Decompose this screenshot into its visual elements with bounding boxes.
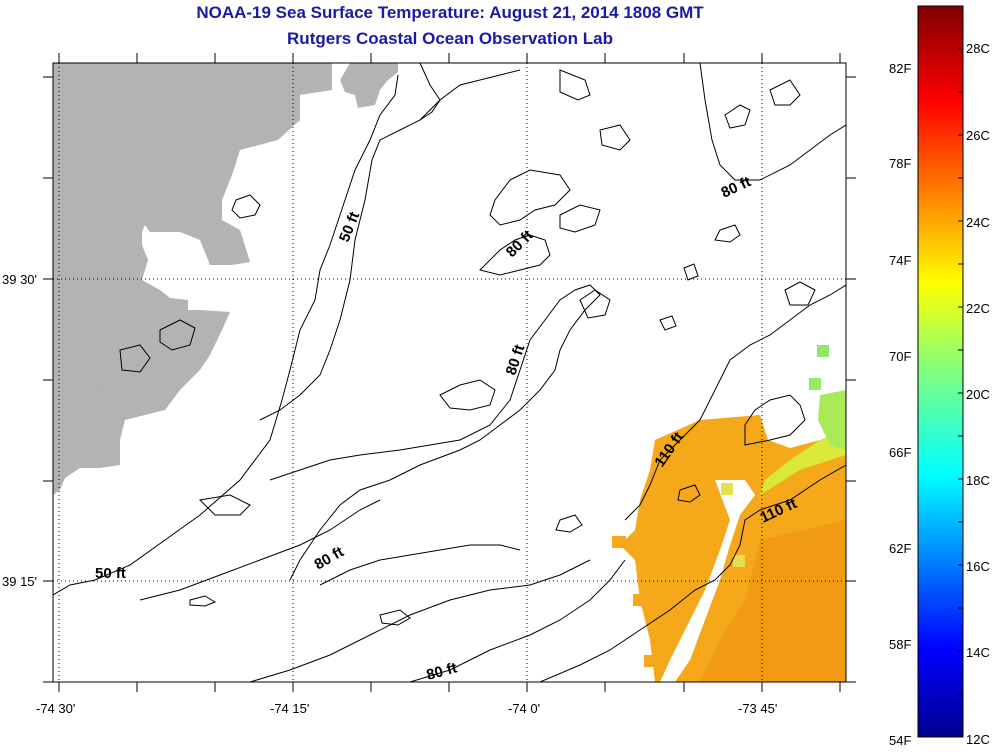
- frame-ticks: [43, 53, 856, 692]
- colorbar-c-label: 16C: [966, 559, 990, 574]
- colorbar-c-label: 24C: [966, 215, 990, 230]
- colorbar-f-label: 66F: [889, 445, 911, 460]
- colorbar-f-label: 58F: [889, 637, 911, 652]
- contour-label: 50 ft: [95, 565, 126, 582]
- lat-label: 39 15': [2, 574, 37, 589]
- sst-data-region: [612, 345, 846, 682]
- colorbar-c-label: 12C: [966, 732, 990, 747]
- land-patch: [340, 63, 398, 108]
- colorbar-c-label: 20C: [966, 387, 990, 402]
- colorbar-f-label: 74F: [889, 253, 911, 268]
- colorbar-ticks: [958, 5, 963, 738]
- temperature-colorbar: [917, 5, 964, 738]
- colorbar-c-label: 18C: [966, 473, 990, 488]
- colorbar-c-label: 22C: [966, 301, 990, 316]
- lon-label: -73 45': [738, 701, 777, 716]
- colorbar-f-label: 62F: [889, 541, 911, 556]
- lon-label: -74 0': [508, 701, 540, 716]
- bathymetry-contours: [53, 63, 846, 682]
- lat-label: 39 30': [2, 272, 37, 287]
- land-mass: [53, 63, 332, 495]
- lon-label: -74 30': [36, 701, 75, 716]
- colorbar-f-label: 82F: [889, 61, 911, 76]
- colorbar-c-label: 26C: [966, 128, 990, 143]
- colorbar-f-label: 70F: [889, 349, 911, 364]
- lon-label: -74 15': [270, 701, 309, 716]
- land-patch: [96, 320, 132, 400]
- graticule: [53, 63, 846, 682]
- map-subtitle: Rutgers Coastal Ocean Observation Lab: [287, 29, 613, 48]
- colorbar-f-label: 54F: [889, 733, 911, 748]
- colorbar-c-label: 28C: [966, 41, 990, 56]
- colorbar-f-label: 78F: [889, 156, 911, 171]
- colorbar-c-label: 14C: [966, 645, 990, 660]
- map-title: NOAA-19 Sea Surface Temperature: August …: [196, 3, 704, 22]
